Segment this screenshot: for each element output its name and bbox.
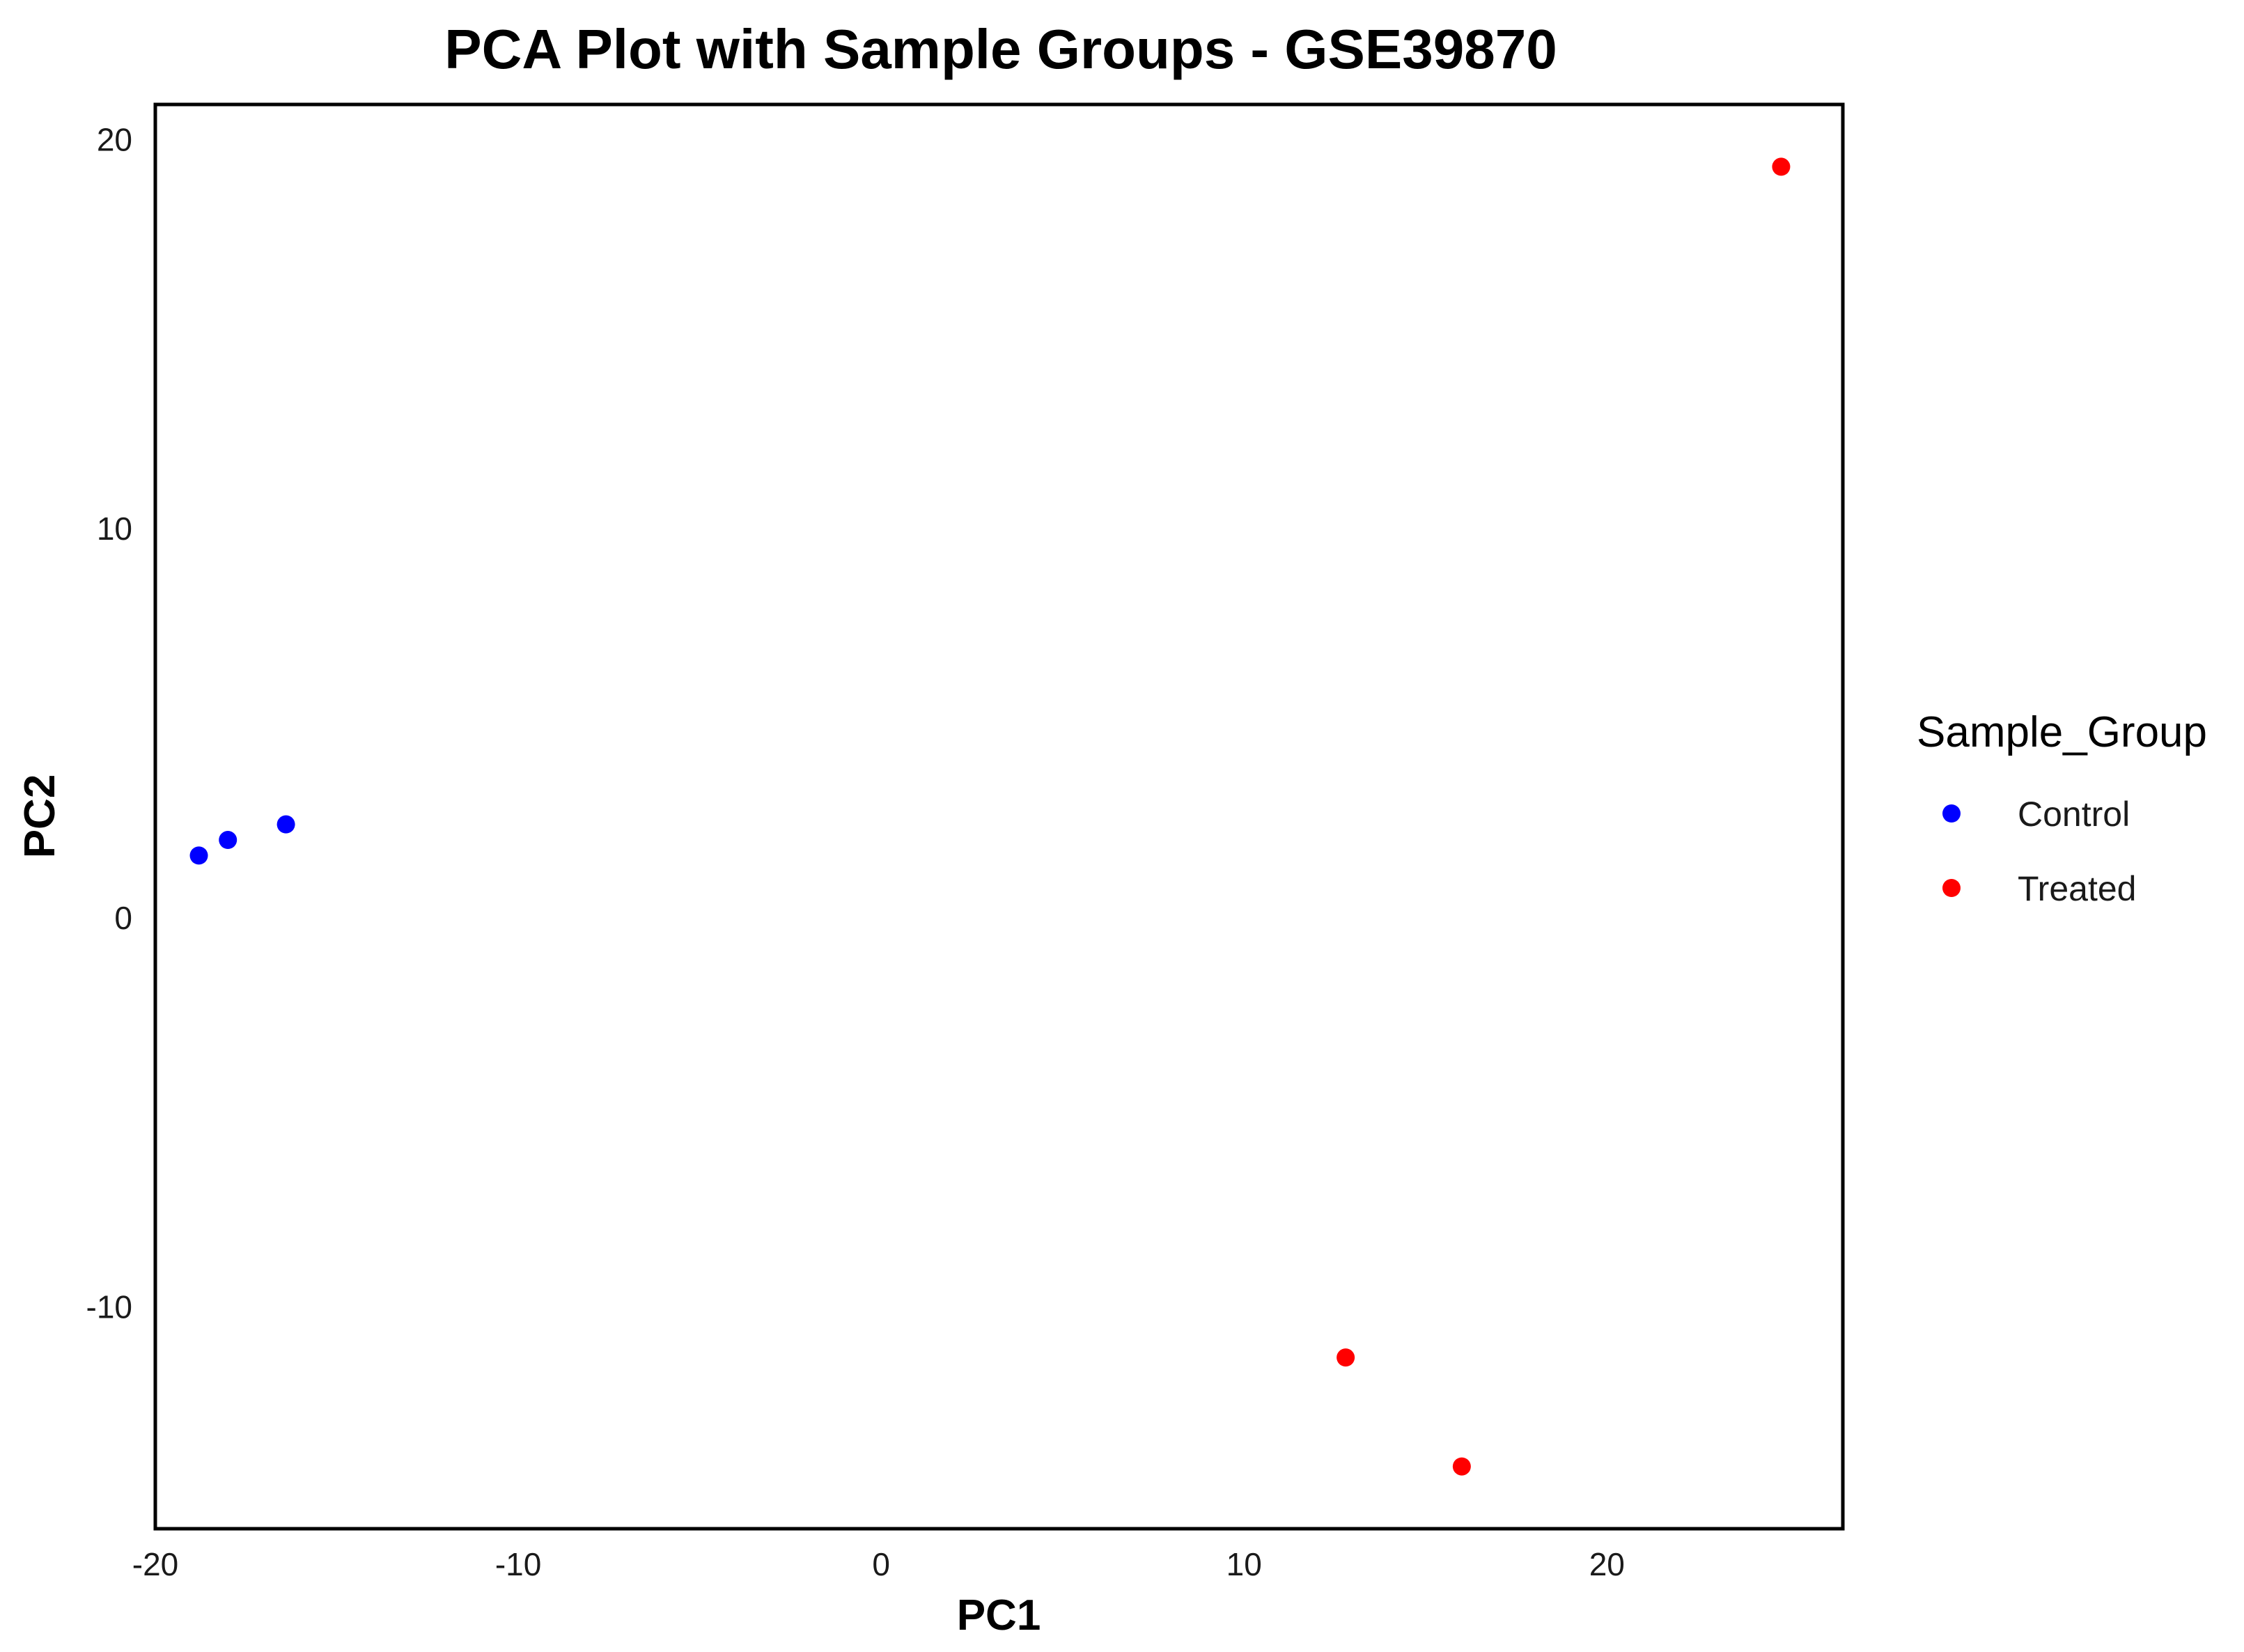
data-point-control	[189, 846, 208, 865]
x-tick-label: -10	[495, 1546, 541, 1582]
legend-title: Sample_Group	[1917, 708, 2207, 756]
y-axis: -10 0 10 20	[86, 121, 132, 1325]
legend-label-treated: Treated	[2018, 869, 2136, 908]
plot-panel-border	[153, 102, 1845, 1531]
legend: Sample_Group Control Treated	[1917, 708, 2207, 908]
x-tick-label: -20	[132, 1546, 178, 1582]
x-axis-title: PC1	[957, 1591, 1041, 1639]
legend-marker-control	[1942, 804, 1961, 823]
y-tick-label: 10	[97, 511, 132, 547]
data-point-treated	[1337, 1348, 1355, 1367]
legend-items: Control Treated	[1942, 795, 2136, 908]
chart-title: PCA Plot with Sample Groups - GSE39870	[444, 18, 1557, 80]
legend-marker-treated	[1942, 879, 1961, 897]
data-point-control	[276, 815, 295, 834]
data-point-treated	[1452, 1457, 1471, 1476]
y-tick-label: 0	[114, 900, 132, 936]
data-point-control	[219, 831, 237, 850]
y-tick-label: -10	[86, 1289, 132, 1325]
y-axis-title: PC2	[16, 774, 64, 859]
data-points	[189, 157, 1791, 1476]
x-tick-label: 10	[1226, 1546, 1262, 1582]
x-tick-label: 20	[1589, 1546, 1625, 1582]
x-tick-label: 0	[872, 1546, 890, 1582]
x-axis: -20 -10 0 10 20	[132, 1546, 1625, 1582]
legend-label-control: Control	[2018, 795, 2130, 834]
y-tick-label: 20	[97, 121, 132, 157]
data-point-treated	[1772, 157, 1791, 176]
